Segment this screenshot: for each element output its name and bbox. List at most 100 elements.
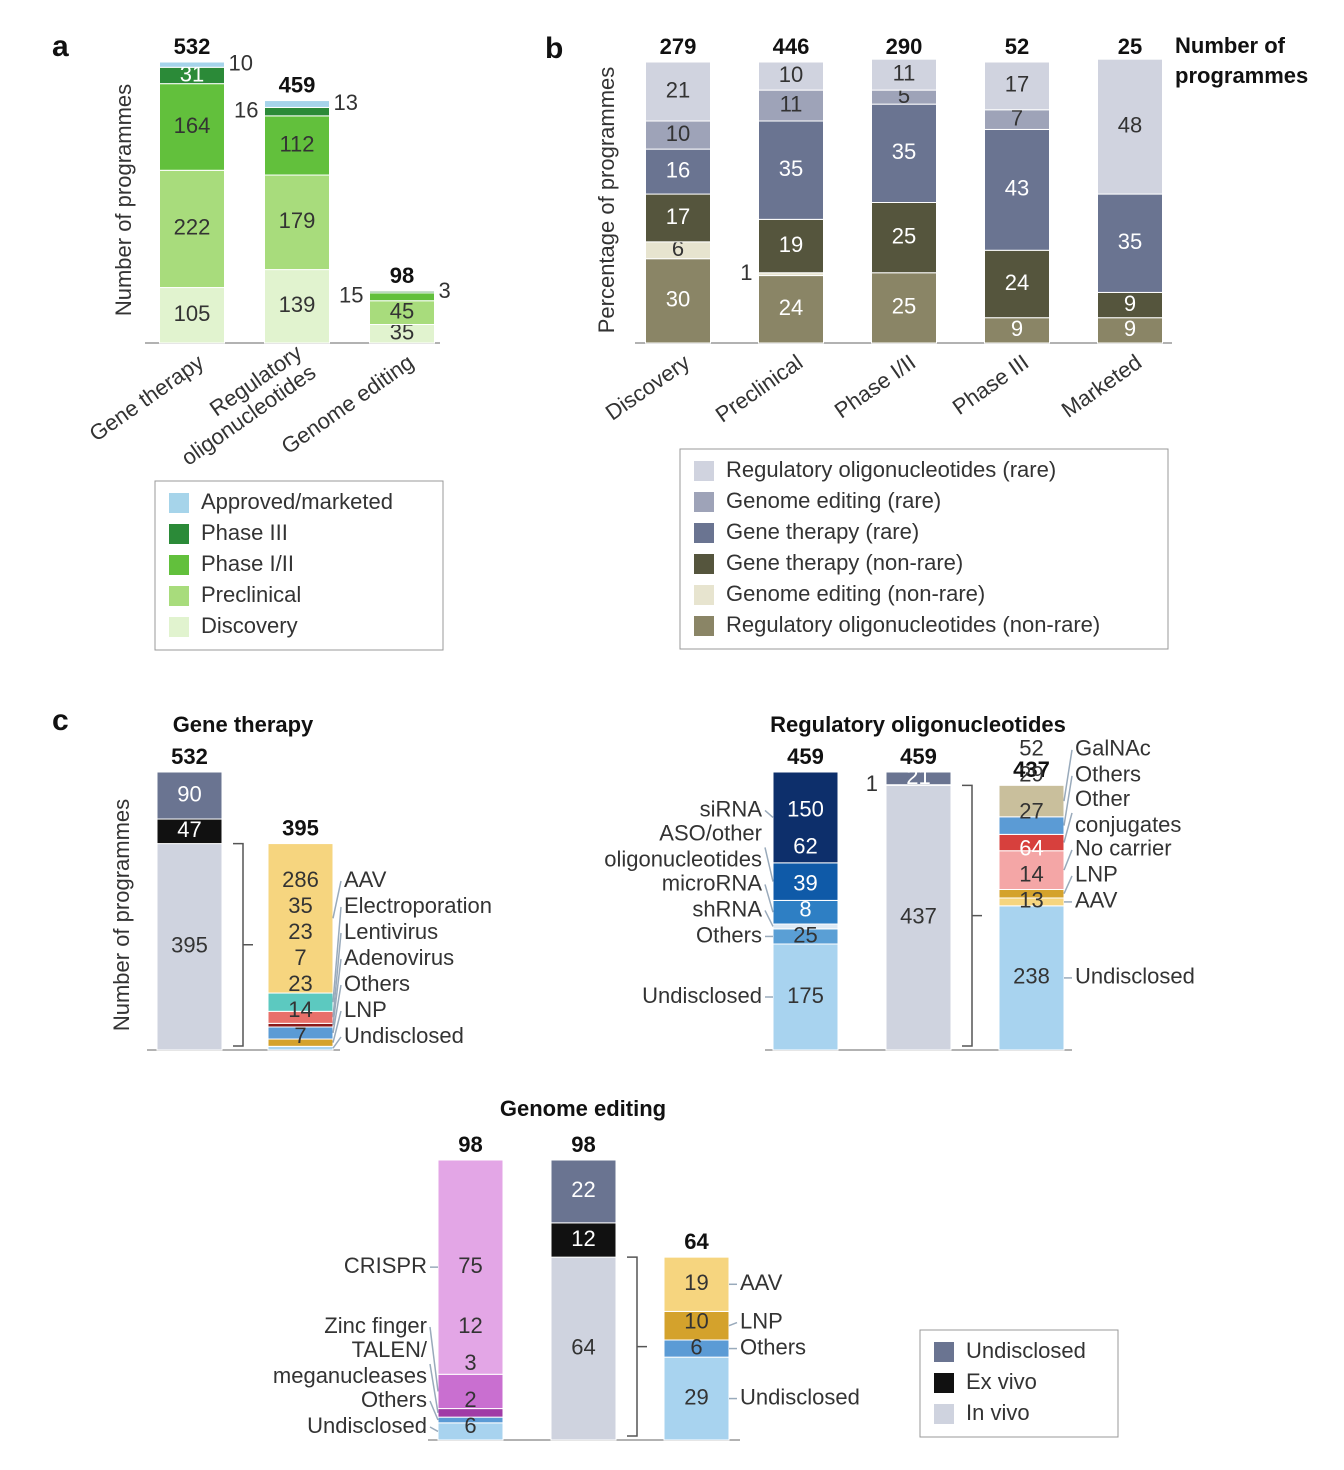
- segment-name: siRNA: [700, 796, 763, 821]
- bar-segment: [663, 1256, 730, 1312]
- value-label: 35: [779, 156, 803, 181]
- x-tick-group: Preclinical: [711, 349, 807, 427]
- segment-name: GalNAc: [1075, 736, 1151, 761]
- legend-swatch: [694, 492, 714, 512]
- value-label: 238: [1013, 964, 1050, 989]
- segment-name: Undisclosed: [307, 1413, 427, 1438]
- value-label: 10: [684, 1308, 708, 1333]
- bar-segment: [871, 58, 937, 91]
- value-label: 64: [1019, 836, 1043, 861]
- total-label: 459: [787, 744, 824, 769]
- bar-segment: [267, 843, 334, 994]
- leader-line: [429, 1326, 439, 1392]
- leader-line: [332, 1010, 342, 1043]
- value-label: 15: [339, 283, 363, 308]
- value-label: 7: [294, 945, 306, 970]
- bar-segment: [663, 1310, 730, 1341]
- bar-segment: [159, 169, 225, 289]
- value-label: 43: [1005, 176, 1029, 201]
- value-label: 9: [1124, 291, 1136, 316]
- value-label: 8: [799, 896, 811, 921]
- value-label: 13: [1019, 888, 1043, 913]
- leader-line: [332, 958, 342, 1026]
- segment-name: microRNA: [662, 870, 763, 895]
- legend-swatch: [169, 617, 189, 637]
- segment-name: Undisclosed: [642, 983, 762, 1008]
- value-label: 19: [684, 1270, 708, 1295]
- bar-segment: [369, 292, 435, 302]
- value-label: 25: [892, 294, 916, 319]
- segment-name: CRISPR: [344, 1253, 427, 1278]
- bar-segment: [550, 1256, 617, 1441]
- panel-label: b: [545, 32, 563, 65]
- legend-label: Genome editing (non-rare): [726, 581, 985, 606]
- legend-label: Preclinical: [201, 582, 301, 607]
- bar-segment: [264, 100, 330, 108]
- legend-swatch: [934, 1404, 954, 1424]
- segment-name: No carrier: [1075, 836, 1172, 861]
- bar-segment: [758, 275, 824, 344]
- leader-line: [764, 884, 774, 913]
- total-label: 459: [279, 72, 316, 97]
- value-label: 3: [439, 278, 451, 303]
- value-label: 1: [740, 260, 752, 285]
- bar-segment: [159, 287, 225, 344]
- bar-segment: [772, 771, 839, 864]
- panel-label: a: [52, 30, 69, 63]
- value-label: 24: [1005, 270, 1029, 295]
- value-label: 47: [177, 817, 201, 842]
- value-label: 16: [234, 97, 258, 122]
- legend-swatch: [694, 585, 714, 605]
- x-tick-group: Discovery: [601, 349, 694, 425]
- bar-segment: [1097, 58, 1163, 195]
- value-label: 150: [787, 796, 824, 821]
- legend-label: In vivo: [966, 1400, 1030, 1425]
- bar-segment: [998, 905, 1065, 1051]
- segment-name: Others: [1075, 762, 1141, 787]
- legend-label: Genome editing (rare): [726, 488, 941, 513]
- segment-name: LNP: [740, 1308, 783, 1333]
- value-label: 12: [571, 1226, 595, 1251]
- chart-title: Gene therapy: [173, 712, 314, 737]
- legend-swatch: [694, 461, 714, 481]
- value-label: 17: [1005, 72, 1029, 97]
- segment-name: Others: [344, 971, 410, 996]
- legend-swatch: [169, 493, 189, 513]
- leader-line: [429, 1426, 439, 1433]
- bar-segment: [264, 174, 330, 271]
- chart-title: Regulatory oligonucleotides: [770, 712, 1066, 737]
- y-axis-label: Number of programmes: [111, 84, 136, 316]
- value-label: 24: [779, 295, 803, 320]
- value-label: 35: [288, 893, 312, 918]
- legend-box: [154, 480, 444, 651]
- legend-label: Phase III: [201, 520, 288, 545]
- value-label: 17: [666, 204, 690, 229]
- value-label: 395: [171, 933, 208, 958]
- value-label: 437: [900, 903, 937, 928]
- total-label: 98: [571, 1132, 595, 1157]
- segment-name: Undisclosed: [740, 1384, 860, 1409]
- leader-line: [764, 910, 774, 927]
- leader-line: [332, 1036, 342, 1049]
- segment-name: AAV: [740, 1270, 783, 1295]
- value-label: 16: [666, 157, 690, 182]
- value-label: 23: [288, 919, 312, 944]
- value-label: 1: [866, 771, 878, 796]
- legend-label: Discovery: [201, 613, 298, 638]
- leader-line: [728, 1321, 738, 1327]
- total-label: 290: [886, 34, 923, 59]
- bar-segment: [871, 272, 937, 344]
- y-axis-label: Percentage of programmes: [594, 67, 619, 334]
- value-label: 30: [666, 287, 690, 312]
- bar-segment: [645, 120, 711, 150]
- bar-segment: [156, 771, 223, 820]
- segment-name: Zinc finger: [324, 1313, 427, 1338]
- bar-segment: [998, 850, 1065, 890]
- bar-segment: [159, 61, 225, 68]
- legend-box: [679, 448, 1169, 650]
- value-label: 11: [893, 60, 916, 85]
- legend-swatch: [694, 554, 714, 574]
- leader-line: [332, 880, 342, 919]
- bar-segment: [758, 61, 824, 91]
